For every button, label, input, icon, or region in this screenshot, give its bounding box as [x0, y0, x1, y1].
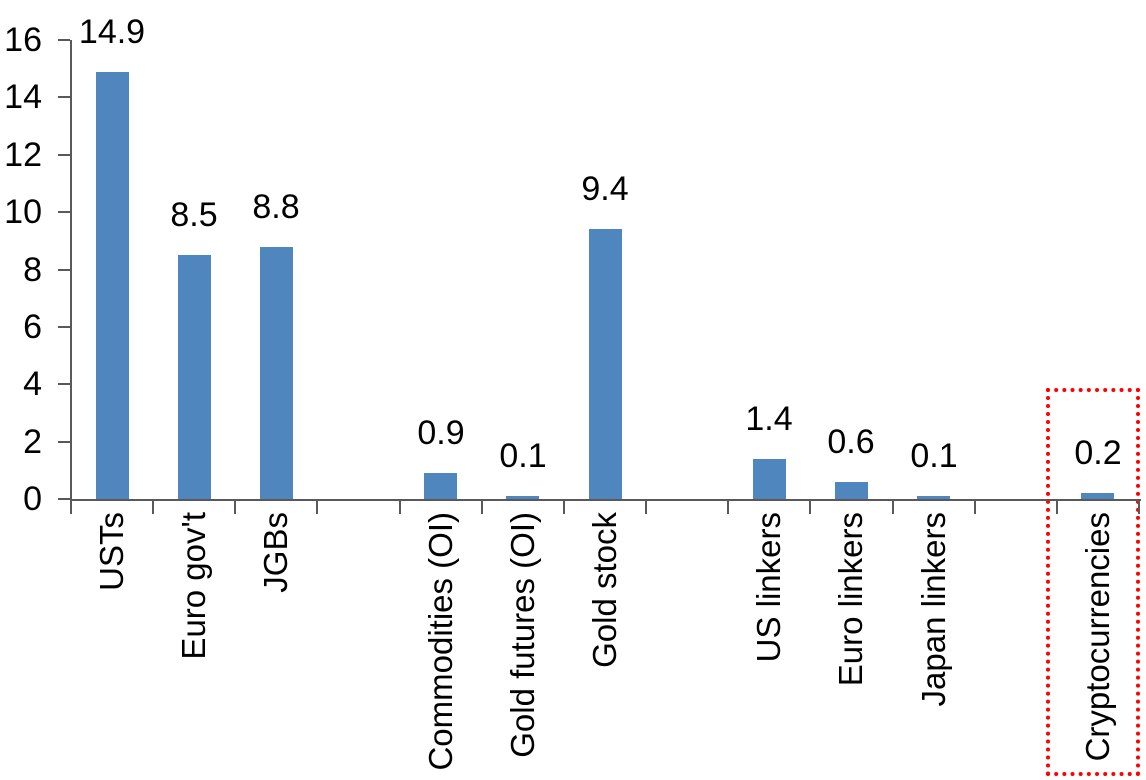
highlight-box	[1046, 388, 1140, 776]
y-tick	[58, 39, 70, 41]
bar	[178, 255, 211, 499]
bar-value-label: 14.9	[78, 13, 146, 51]
category-label: JGBs	[257, 512, 294, 593]
bar	[589, 229, 622, 499]
y-tick	[58, 268, 70, 271]
x-tick	[891, 501, 894, 514]
category-label: Japan linkers	[915, 512, 952, 707]
y-tick-label: 10	[4, 193, 42, 232]
bar	[96, 72, 129, 499]
bar-value-label: 0.9	[417, 414, 465, 452]
y-tick-label: 2	[23, 422, 42, 461]
x-axis-line	[70, 499, 1141, 501]
y-tick	[58, 96, 70, 99]
category-label: Gold stock	[586, 512, 623, 668]
category-label: Cryptocurrencies	[1079, 512, 1116, 762]
y-tick-label: 16	[4, 21, 42, 59]
bar-value-label: 8.8	[252, 188, 300, 226]
y-tick	[58, 440, 70, 443]
x-tick	[1055, 501, 1058, 514]
bar	[1081, 493, 1114, 499]
y-tick-label: 0	[23, 480, 42, 518]
x-tick	[234, 501, 237, 514]
y-tick-label: 4	[23, 365, 42, 404]
x-tick	[398, 501, 401, 514]
x-tick	[70, 501, 72, 514]
y-tick-label: 12	[4, 135, 42, 174]
category-label: Commodities (OI)	[422, 512, 459, 771]
y-tick	[58, 153, 70, 156]
category-label: Gold futures (OI)	[504, 512, 541, 758]
y-tick	[58, 498, 70, 500]
x-tick	[480, 501, 483, 514]
x-tick	[727, 501, 730, 514]
y-axis-line	[70, 40, 72, 501]
category-label: US linkers	[750, 512, 787, 663]
bar	[835, 482, 868, 499]
bar-value-label: 9.4	[581, 170, 629, 208]
x-tick	[316, 501, 319, 514]
bar-value-label: 0.1	[910, 437, 958, 475]
bar	[260, 247, 293, 499]
bar	[917, 496, 950, 499]
x-tick	[645, 501, 648, 514]
bar-value-label: 8.5	[170, 196, 218, 234]
bar-value-label: 0.6	[827, 423, 875, 461]
y-tick-label: 6	[23, 307, 42, 346]
x-tick	[809, 501, 812, 514]
y-tick	[58, 211, 70, 214]
bar-value-label: 0.1	[499, 437, 547, 475]
bar	[506, 496, 539, 499]
x-tick	[562, 501, 565, 514]
x-tick	[152, 501, 155, 514]
y-tick-label: 14	[4, 78, 42, 117]
x-tick	[1138, 501, 1140, 514]
y-tick	[58, 325, 70, 328]
category-label: USTs	[93, 512, 130, 591]
bar	[753, 459, 786, 499]
category-label: Euro gov't	[175, 512, 212, 660]
category-label: Euro linkers	[832, 512, 869, 687]
bar	[424, 473, 457, 499]
y-tick	[58, 383, 70, 386]
bar-value-label: 1.4	[745, 400, 793, 438]
y-tick-label: 8	[23, 250, 42, 289]
x-tick	[973, 501, 976, 514]
bar-value-label: 0.2	[1074, 434, 1122, 472]
